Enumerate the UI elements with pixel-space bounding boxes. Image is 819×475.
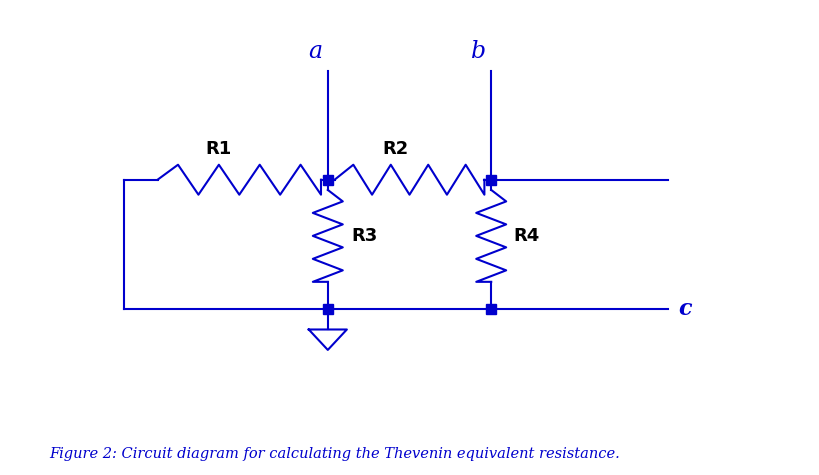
Text: R3: R3 [351,227,378,245]
Text: Figure 2: Circuit diagram for calculating the Thevenin equivalent resistance.: Figure 2: Circuit diagram for calculatin… [49,447,620,461]
Text: R4: R4 [513,227,539,245]
Text: a: a [309,39,323,63]
Text: c: c [678,298,692,320]
Text: R1: R1 [206,140,232,158]
Text: b: b [472,39,486,63]
Text: R2: R2 [382,140,409,158]
